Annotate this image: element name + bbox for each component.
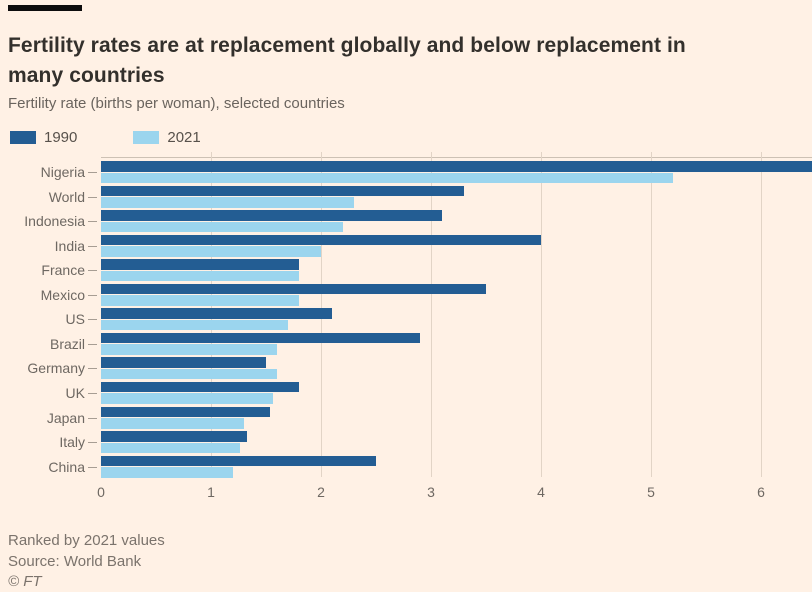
category-label-japan: Japan xyxy=(46,409,85,426)
category-tick-china xyxy=(88,466,97,468)
bar-1990-indonesia xyxy=(101,210,442,221)
category-label-france: France xyxy=(41,262,85,279)
category-tick-brazil xyxy=(88,343,97,345)
category-tick-us xyxy=(88,319,97,321)
x-axis-tick-label-3: 3 xyxy=(427,484,435,500)
category-label-uk: UK xyxy=(65,384,85,401)
bar-1990-mexico xyxy=(101,283,486,295)
category-tick-indonesia xyxy=(88,221,97,223)
bar-2021-indonesia xyxy=(101,221,343,233)
kicker-bar xyxy=(8,5,82,11)
bar-1990-india xyxy=(101,234,541,246)
category-label-germany: Germany xyxy=(27,360,85,377)
x-axis-tick-label-0: 0 xyxy=(97,484,105,500)
category-tick-world xyxy=(88,196,97,198)
chart-title: Fertility rates are at replacement globa… xyxy=(8,34,686,88)
footer-source: Source: World Bank xyxy=(8,553,142,570)
footer-copyright: © FT xyxy=(8,573,42,590)
bar-2021-mexico xyxy=(101,295,299,306)
gridline-4 xyxy=(541,152,542,477)
chart-legend: 1990 2021 xyxy=(10,129,201,146)
category-tick-india xyxy=(88,245,97,247)
gridline-6 xyxy=(761,152,762,477)
bar-2021-italy xyxy=(101,442,240,454)
bar-1990-japan xyxy=(101,406,271,417)
category-tick-italy xyxy=(88,442,97,444)
bar-2021-uk xyxy=(101,393,273,404)
bar-chart: Nigeria World Indonesia India France Mexico US… xyxy=(0,150,812,510)
legend-label-2021: 2021 xyxy=(167,129,201,146)
bar-2021-germany xyxy=(101,368,277,380)
bar-2021-world xyxy=(101,197,354,208)
bar-2021-nigeria xyxy=(101,172,673,183)
x-axis-tick-label-5: 5 xyxy=(647,484,655,500)
category-tick-mexico xyxy=(88,294,97,296)
bar-1990-us xyxy=(101,308,332,319)
bar-1990-france xyxy=(101,259,299,270)
bar-1990-germany xyxy=(101,357,266,368)
category-label-us: US xyxy=(65,311,85,328)
category-label-world: World xyxy=(48,188,85,205)
plot-area xyxy=(101,157,812,478)
category-tick-france xyxy=(88,270,97,272)
category-label-india: India xyxy=(54,237,85,254)
x-axis-tick-label-2: 2 xyxy=(317,484,325,500)
bar-2021-japan xyxy=(101,418,244,429)
category-label-indonesia: Indonesia xyxy=(24,213,85,230)
category-label-nigeria: Nigeria xyxy=(40,164,85,180)
footer-note: Ranked by 2021 values xyxy=(8,532,165,549)
x-axis-tick-label-1: 1 xyxy=(207,484,215,500)
bar-2021-brazil xyxy=(101,344,277,355)
x-axis-tick-label-6: 6 xyxy=(757,484,765,500)
category-label-mexico: Mexico xyxy=(40,286,85,303)
x-axis-tick-label-4: 4 xyxy=(537,484,545,500)
bar-1990-nigeria xyxy=(101,161,812,172)
bar-2021-us xyxy=(101,319,288,331)
chart-subtitle: Fertility rate (births per woman), selec… xyxy=(8,95,345,112)
category-tick-japan xyxy=(88,417,97,419)
category-tick-nigeria xyxy=(88,172,97,173)
bar-1990-world xyxy=(101,185,464,197)
category-tick-germany xyxy=(88,368,97,370)
plot-top-rule xyxy=(101,157,812,158)
legend-swatch-2021 xyxy=(133,131,160,144)
category-label-italy: Italy xyxy=(59,434,85,451)
legend-label-1990: 1990 xyxy=(44,129,78,146)
bar-2021-india xyxy=(101,246,321,257)
bar-2021-france xyxy=(101,270,299,282)
gridline-5 xyxy=(651,152,652,477)
bar-1990-brazil xyxy=(101,332,420,344)
category-tick-uk xyxy=(88,392,97,394)
category-label-brazil: Brazil xyxy=(49,335,85,352)
bar-1990-italy xyxy=(101,431,248,442)
category-label-china: China xyxy=(48,458,85,475)
bar-2021-china xyxy=(101,467,233,478)
bar-1990-uk xyxy=(101,381,299,393)
gridline-3 xyxy=(431,152,432,477)
bar-1990-china xyxy=(101,455,376,467)
legend-swatch-1990 xyxy=(10,131,36,144)
